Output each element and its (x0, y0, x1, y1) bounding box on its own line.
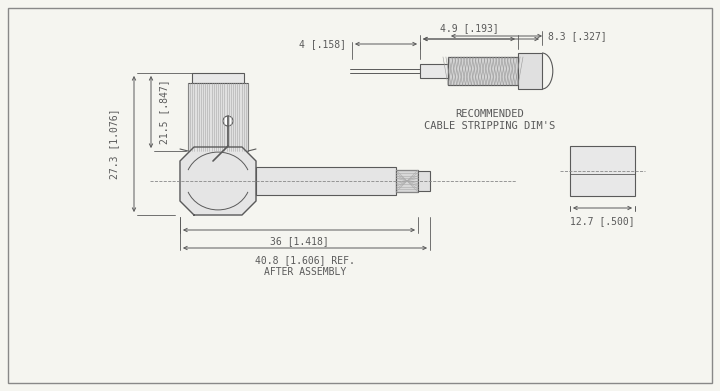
Bar (420, 64, 448, 78)
Text: 36 [1.418]: 36 [1.418] (269, 236, 328, 246)
Bar (448, 57, 518, 85)
Bar (256, 167, 396, 195)
Bar (518, 53, 542, 89)
Text: 27.3 [1.076]: 27.3 [1.076] (109, 109, 119, 179)
Bar (570, 146, 635, 196)
Bar (192, 149, 244, 159)
Bar (418, 171, 430, 191)
Bar (448, 57, 518, 85)
Text: 4 [.158]: 4 [.158] (299, 39, 346, 49)
Text: 8.3 [.327]: 8.3 [.327] (548, 31, 607, 41)
Bar (396, 170, 418, 192)
Text: 40.8 [1.606] REF.
AFTER ASSEMBLY: 40.8 [1.606] REF. AFTER ASSEMBLY (255, 255, 355, 276)
Polygon shape (180, 147, 256, 215)
Bar (396, 170, 418, 192)
Bar (192, 73, 244, 83)
Bar (188, 83, 248, 151)
Text: 12.7 [.500]: 12.7 [.500] (570, 216, 635, 226)
Text: 4.9 [.193]: 4.9 [.193] (440, 23, 498, 33)
Text: RECOMMENDED
CABLE STRIPPING DIM'S: RECOMMENDED CABLE STRIPPING DIM'S (424, 109, 556, 131)
Text: 21.5 [.847]: 21.5 [.847] (159, 80, 169, 144)
Circle shape (223, 116, 233, 126)
